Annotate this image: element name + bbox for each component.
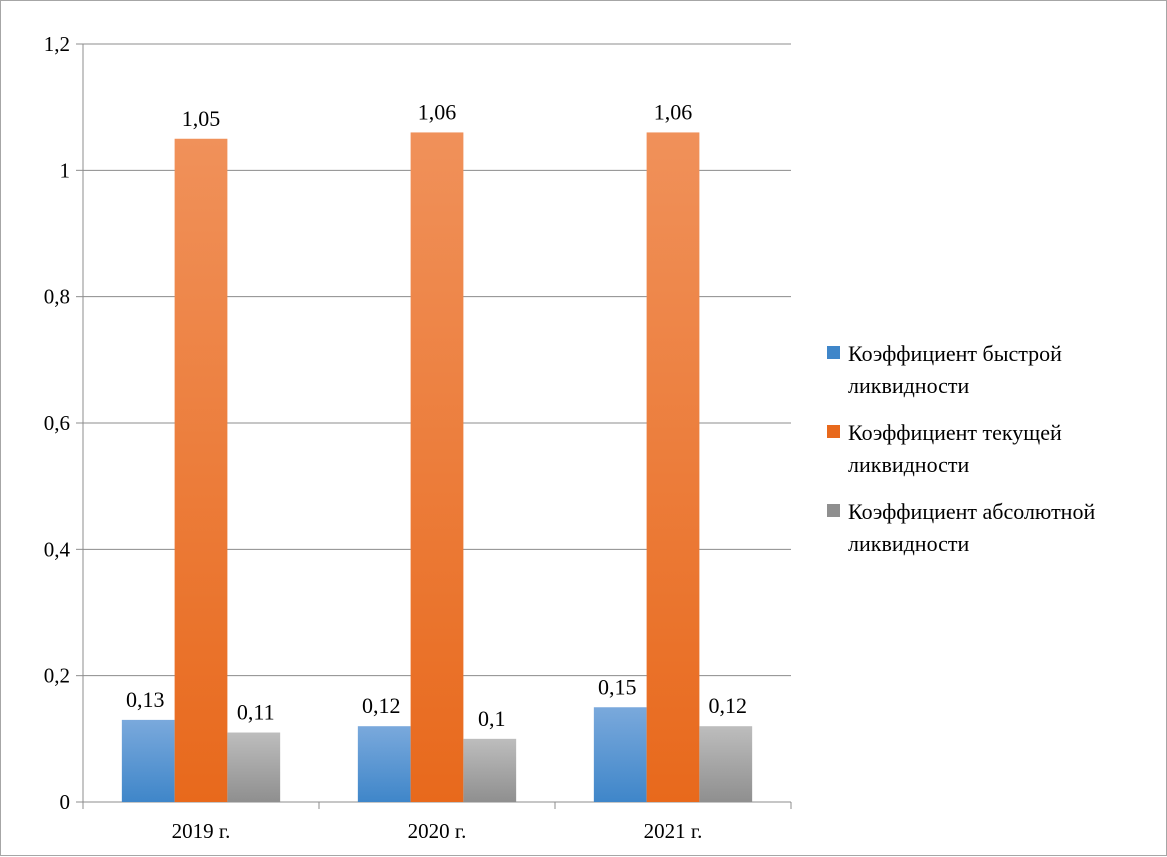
bar [463, 738, 517, 802]
bar [121, 719, 175, 802]
data-label: 1,06 [418, 99, 457, 124]
data-label: 0,15 [598, 674, 637, 699]
bar [227, 732, 281, 802]
bar [646, 132, 700, 802]
legend-label: ликвидности [848, 373, 969, 398]
y-tick-label: 0,6 [44, 411, 70, 435]
bar [593, 707, 647, 802]
y-tick-label: 1,2 [44, 32, 70, 56]
data-label: 0,12 [362, 693, 401, 718]
data-label: 1,05 [182, 106, 221, 131]
legend-swatch [827, 504, 840, 517]
x-tick-label: 2019 г. [172, 819, 231, 843]
data-label: 0,1 [478, 706, 506, 731]
y-tick-label: 0,8 [44, 285, 70, 309]
bars [121, 132, 753, 802]
y-tick-label: 0,4 [44, 537, 71, 561]
data-label: 1,06 [654, 99, 693, 124]
y-tick-label: 0,2 [44, 664, 70, 688]
legend-swatch [827, 346, 840, 359]
x-axis-tick-labels: 2019 г. 2020 г. 2021 г. [172, 819, 703, 843]
legend-label: ликвидности [848, 452, 969, 477]
data-label: 0,12 [709, 693, 748, 718]
y-tick-label: 0 [60, 790, 71, 814]
x-tick-label: 2020 г. [408, 819, 467, 843]
legend-label: ликвидности [848, 531, 969, 556]
legend: Коэффициент быстрой ликвидности Коэффициен… [827, 341, 1095, 556]
bar [357, 726, 411, 802]
data-label: 0,13 [126, 687, 165, 712]
y-axis-tick-labels: 0 0,2 0,4 0,6 0,8 1 1,2 [44, 32, 71, 814]
legend-swatch [827, 425, 840, 438]
legend-label: Коэффициент быстрой [848, 341, 1062, 366]
data-labels: 0,13 1,05 0,11 0,12 1,06 0,1 0,15 1,06 0,12 [126, 99, 747, 730]
legend-label: Коэффициент абсолютной [848, 499, 1095, 524]
bar [174, 138, 228, 802]
legend-label: Коэффициент текущей [848, 420, 1062, 445]
bar [699, 726, 753, 802]
data-label: 0,11 [237, 700, 275, 725]
bar [410, 132, 464, 802]
y-tick-label: 1 [60, 158, 71, 182]
x-tick-label: 2021 г. [644, 819, 703, 843]
